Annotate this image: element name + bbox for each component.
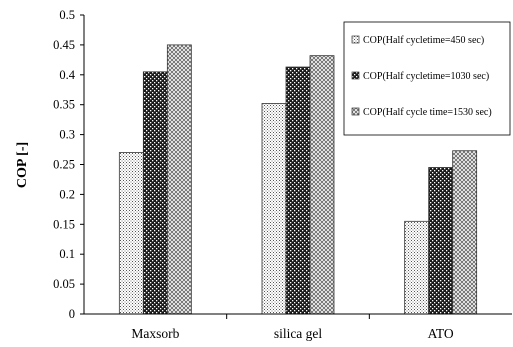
y-axis-ticks: 0 0.05 0.1 0.15 0.2 0.25 0.3 0.35 0.4 0.45 0.5 xyxy=(53,8,84,321)
legend-swatch-cross-hatch xyxy=(351,107,360,116)
axes xyxy=(83,15,512,315)
y-tick-label: 0.2 xyxy=(59,187,75,201)
y-tick-label: 0.45 xyxy=(53,38,75,52)
x-category-label: Maxsorb xyxy=(131,326,179,341)
y-tick-label: 0.15 xyxy=(53,217,75,231)
bar-dots xyxy=(118,152,144,315)
y-tick-label: 0.4 xyxy=(59,68,75,82)
legend-box xyxy=(343,21,511,136)
bar-dark-check xyxy=(285,66,311,315)
legend-swatch-dots xyxy=(351,35,360,44)
legend-label: COP(Half cycle time=1530 sec) xyxy=(363,107,492,118)
y-tick-label: 0.25 xyxy=(53,158,75,172)
bar-dark-check xyxy=(142,71,168,315)
y-tick-label: 0 xyxy=(69,307,75,321)
y-tick-label: 0.5 xyxy=(59,8,75,22)
bar-dark-check xyxy=(428,167,454,315)
bar-dots xyxy=(261,103,287,315)
y-tick-label: 0.3 xyxy=(59,128,75,142)
legend-label: COP(Half cycletime=450 sec) xyxy=(363,35,484,46)
x-axis-categories: Maxsorb silica gel ATO xyxy=(131,314,454,341)
bar-cross-hatch xyxy=(309,55,335,315)
y-axis-title: COP [-] xyxy=(15,142,30,188)
bar-cross-hatch xyxy=(452,150,478,315)
bars xyxy=(118,44,478,315)
legend-label: COP(Half cycletime=1030 sec) xyxy=(363,71,489,82)
legend: COP(Half cycletime=450 sec) COP(Half cycl… xyxy=(343,21,511,136)
x-category-label: silica gel xyxy=(274,326,323,341)
legend-swatch-dark-check xyxy=(351,71,360,80)
x-category-label: ATO xyxy=(428,326,454,341)
y-tick-label: 0.05 xyxy=(53,277,75,291)
y-tick-label: 0.1 xyxy=(59,247,75,261)
y-tick-label: 0.35 xyxy=(53,98,75,112)
bar-cross-hatch xyxy=(166,44,192,315)
bar-dots xyxy=(404,220,430,315)
